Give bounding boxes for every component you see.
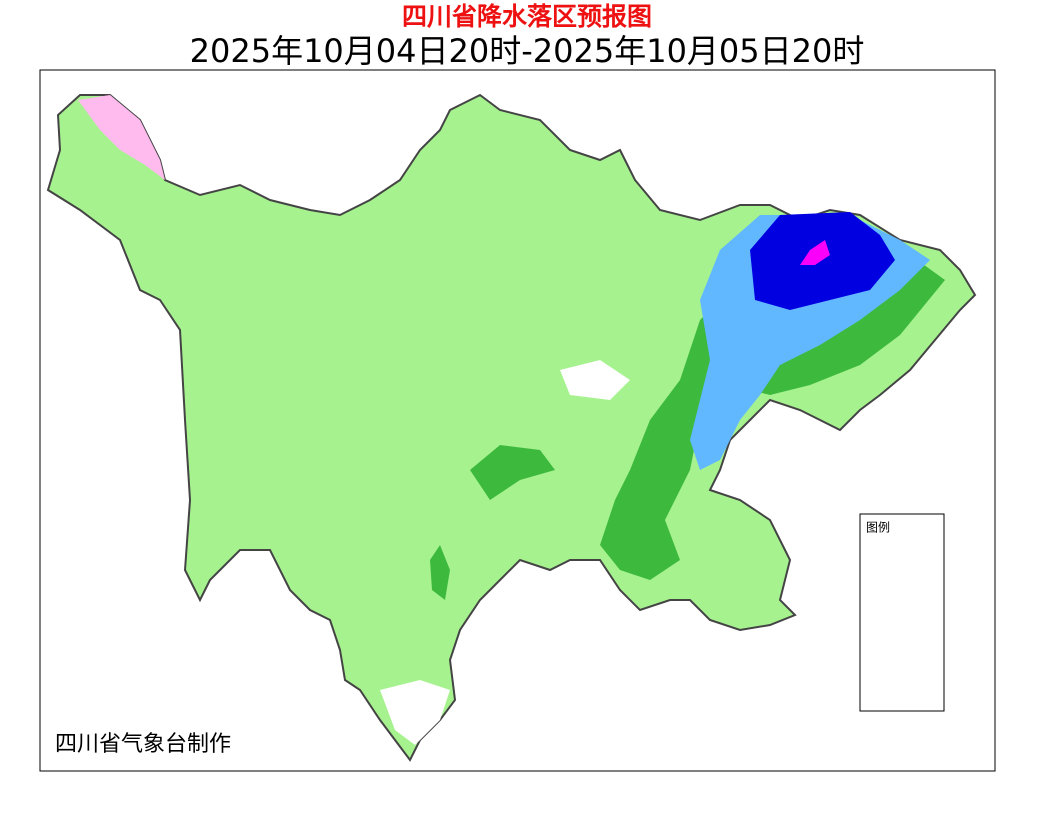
moderate-rain-area <box>750 262 945 395</box>
legend-title: 图例 <box>866 521 890 535</box>
credit: 四川省气象台制作 <box>55 732 231 757</box>
no-rain-area <box>560 360 630 400</box>
title: 四川省降水落区预报图 <box>402 2 652 31</box>
legend-box <box>859 513 945 712</box>
heavy-rainstorm-area <box>800 240 830 265</box>
rainstorm-area <box>750 212 895 310</box>
subtitle: 2025年10月04日20时-2025年10月05日20时 <box>190 32 865 70</box>
moderate-rain-area <box>430 545 450 600</box>
moderate-rain-area <box>600 300 720 580</box>
sleet-area <box>78 95 165 180</box>
precip-areas <box>46 93 977 762</box>
no-rain-area <box>380 680 450 745</box>
moderate-rain-area <box>470 445 555 500</box>
